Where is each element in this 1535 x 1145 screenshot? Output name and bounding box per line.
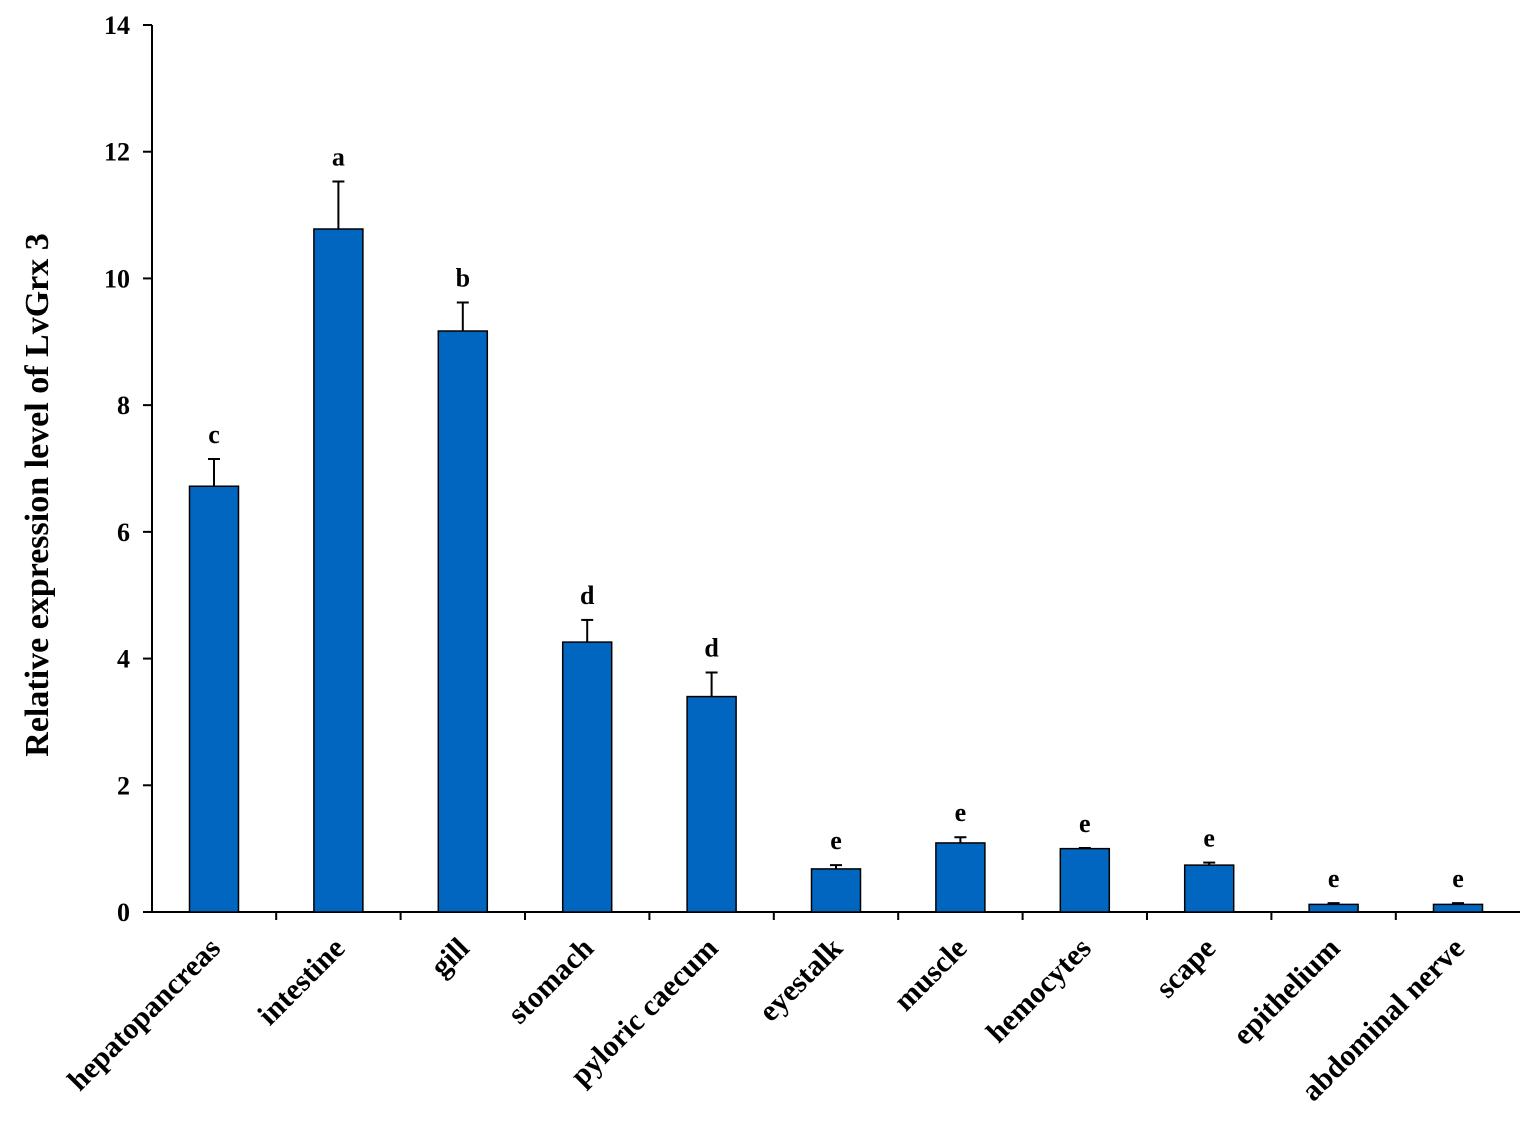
category-label: intestine [251, 932, 351, 1032]
category-label: eyestalk [753, 931, 850, 1028]
y-tick-label: 8 [117, 391, 130, 420]
significance-label: e [955, 798, 967, 827]
y-tick-label: 2 [117, 771, 130, 800]
bar [561, 641, 613, 913]
bar [686, 695, 737, 913]
significance-label: b [456, 264, 470, 293]
significance-label: c [208, 420, 220, 449]
bar [188, 485, 240, 913]
category-label: muscle [888, 932, 974, 1018]
category-label: epithelium [1227, 932, 1347, 1052]
significance-label: e [1328, 864, 1340, 893]
category-label: gill [424, 932, 476, 984]
category-label: stomach [501, 931, 600, 1030]
category-label: hepatopancreas [61, 932, 227, 1098]
significance-label: a [332, 142, 345, 171]
y-tick-label: 14 [104, 11, 130, 40]
significance-label: e [1079, 809, 1091, 838]
bar [1183, 864, 1235, 913]
bar [1432, 903, 1484, 913]
category-label: scape [1149, 932, 1222, 1005]
bar [810, 868, 862, 913]
y-tick-label: 10 [104, 264, 130, 293]
significance-label: e [1203, 824, 1215, 853]
significance-label: d [580, 581, 595, 610]
bar [313, 228, 364, 913]
category-label: hemocytes [980, 932, 1098, 1050]
y-tick-label: 0 [117, 898, 130, 927]
significance-label: e [830, 826, 842, 855]
bar [935, 842, 986, 913]
bar [1059, 847, 1111, 913]
y-tick-label: 6 [117, 518, 130, 547]
y-tick-label: 12 [104, 138, 130, 167]
bar [1308, 903, 1359, 913]
significance-label: e [1452, 864, 1464, 893]
y-axis-title: Relative expression level of LvGrx 3 [19, 233, 56, 756]
bar [437, 330, 489, 913]
y-tick-label: 4 [117, 645, 130, 674]
significance-label: d [704, 634, 719, 663]
